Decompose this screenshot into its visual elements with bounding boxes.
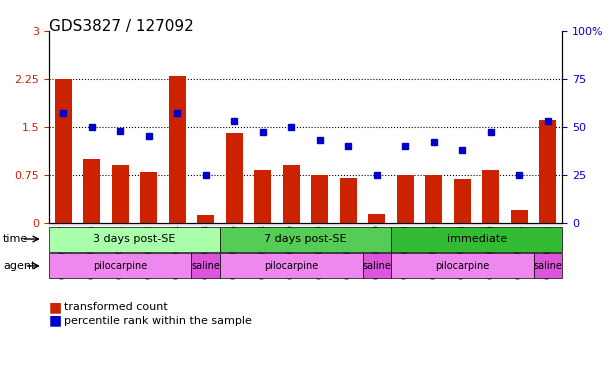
Bar bbox=[511, 210, 528, 223]
Bar bbox=[397, 175, 414, 223]
Bar bbox=[169, 76, 186, 223]
Bar bbox=[225, 133, 243, 223]
Bar bbox=[482, 170, 499, 223]
Text: 3 days post-SE: 3 days post-SE bbox=[93, 234, 175, 244]
Bar bbox=[197, 215, 214, 223]
Text: ■: ■ bbox=[49, 300, 62, 314]
Bar bbox=[368, 214, 386, 223]
Text: percentile rank within the sample: percentile rank within the sample bbox=[64, 316, 252, 326]
Bar bbox=[112, 165, 129, 223]
Text: saline: saline bbox=[362, 261, 391, 271]
Bar bbox=[54, 79, 71, 223]
Text: pilocarpine: pilocarpine bbox=[435, 261, 489, 271]
Bar bbox=[311, 175, 328, 223]
Bar bbox=[340, 178, 357, 223]
Bar bbox=[454, 179, 471, 223]
Bar bbox=[425, 175, 442, 223]
Text: transformed count: transformed count bbox=[64, 302, 168, 312]
Text: agent: agent bbox=[3, 261, 35, 271]
Text: saline: saline bbox=[533, 261, 562, 271]
Bar bbox=[83, 159, 100, 223]
Text: pilocarpine: pilocarpine bbox=[93, 261, 147, 271]
Text: ■: ■ bbox=[49, 314, 62, 328]
Bar bbox=[540, 120, 557, 223]
Text: 7 days post-SE: 7 days post-SE bbox=[264, 234, 347, 244]
Text: saline: saline bbox=[191, 261, 220, 271]
Text: GDS3827 / 127092: GDS3827 / 127092 bbox=[49, 19, 194, 34]
Text: pilocarpine: pilocarpine bbox=[264, 261, 318, 271]
Text: immediate: immediate bbox=[447, 234, 507, 244]
Bar bbox=[283, 165, 300, 223]
Bar bbox=[254, 170, 271, 223]
Text: time: time bbox=[3, 234, 28, 244]
Bar bbox=[140, 172, 157, 223]
